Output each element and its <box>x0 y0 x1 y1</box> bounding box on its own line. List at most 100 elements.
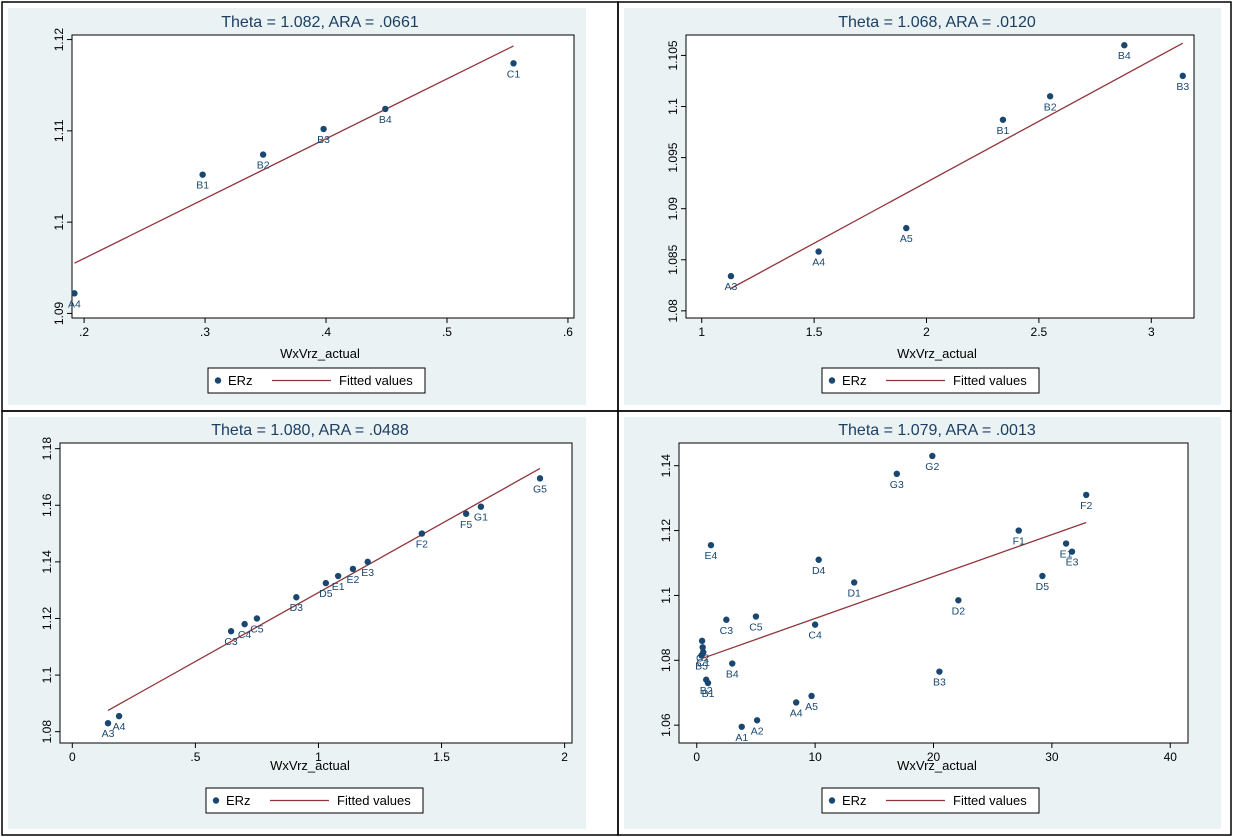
point-label: A4 <box>790 707 803 719</box>
point-label: B4 <box>726 669 739 681</box>
data-point <box>999 116 1007 123</box>
point-label: A5 <box>805 701 818 713</box>
point-label: C5 <box>250 623 264 635</box>
y-tick-label: 1.12 <box>40 606 54 630</box>
y-tick-label: 1.12 <box>52 28 66 52</box>
point-label: D1 <box>847 587 861 599</box>
point-label: F5 <box>460 519 472 531</box>
point-label: C4 <box>808 630 822 642</box>
data-point <box>936 668 943 675</box>
data-point <box>241 620 248 628</box>
point-label: A3 <box>102 728 115 740</box>
chart-panel-1: Theta = 1.082, ARA = .0661 .2 .3 .4 .5 .6 1.09… <box>8 8 586 405</box>
x-tick-label: 30 <box>1045 750 1059 764</box>
y-tick-label: 1.16 <box>40 493 54 517</box>
data-point <box>1062 540 1070 547</box>
data-point <box>334 572 342 580</box>
point-label: D4 <box>812 565 826 577</box>
x-axis-label: WxVrz_actual <box>897 346 977 361</box>
x-tick-label: 1 <box>698 325 705 339</box>
data-point <box>753 717 761 724</box>
legend-label: ERz <box>228 373 253 388</box>
y-tick-label: 1.11 <box>52 119 66 142</box>
y-tick-label: 1.1 <box>52 213 66 230</box>
y-tick-label: 1.14 <box>40 550 54 574</box>
y-tick-label: 1.085 <box>666 244 680 274</box>
point-label: F2 <box>1080 500 1092 512</box>
chart-title: Theta = 1.068, ARA = .0120 <box>838 14 1036 31</box>
plot-area <box>71 34 575 319</box>
point-label: B3 <box>317 134 330 146</box>
y-tick-label: 1.1 <box>659 587 673 604</box>
point-label: B4 <box>379 114 392 126</box>
point-label: E3 <box>361 567 374 579</box>
y-tick-label: 1.095 <box>666 142 680 172</box>
data-point <box>104 719 112 727</box>
x-tick-label: 0 <box>693 750 700 764</box>
point-label: B5 <box>695 660 708 672</box>
y-tick-label: 1.18 <box>40 437 54 461</box>
data-point <box>382 105 389 113</box>
data-point <box>1015 527 1022 534</box>
data-point <box>199 171 206 178</box>
data-point <box>1039 572 1046 580</box>
point-label: B3 <box>933 677 946 689</box>
plot-area <box>59 442 573 744</box>
x-tick-label: 0 <box>69 750 76 764</box>
y-tick-label: 1.09 <box>666 197 680 221</box>
point-label: C1 <box>507 68 521 80</box>
data-point <box>293 594 300 601</box>
y-tick-label: 1.08 <box>40 720 54 744</box>
x-tick-label: .2 <box>79 325 89 339</box>
data-point <box>115 712 123 720</box>
x-tick-label: .6 <box>563 325 573 339</box>
legend-label: ERz <box>842 793 867 808</box>
fitted-line <box>74 45 514 264</box>
point-label: B1 <box>196 180 209 192</box>
data-point <box>1179 72 1186 80</box>
legend-marker <box>828 797 836 804</box>
legend: ERz Fitted values <box>205 787 424 814</box>
x-tick-label: .4 <box>321 325 331 339</box>
x-tick-label: .5 <box>190 750 200 764</box>
x-tick-label: 1.5 <box>433 750 450 764</box>
chart-title: Theta = 1.079, ARA = .0013 <box>838 422 1036 439</box>
point-label: E4 <box>705 550 718 562</box>
data-point <box>707 541 715 549</box>
legend-label: Fitted values <box>339 373 413 388</box>
legend: ERz Fitted values <box>821 787 1040 814</box>
data-point <box>955 597 962 604</box>
point-label: A5 <box>900 233 913 245</box>
data-point <box>723 616 730 623</box>
x-tick-label: 40 <box>1164 750 1178 764</box>
fitted-line <box>107 467 541 712</box>
point-label: G5 <box>533 483 547 495</box>
chart-title: Theta = 1.082, ARA = .0661 <box>221 14 419 31</box>
point-label: A4 <box>68 298 81 310</box>
point-label: B1 <box>997 125 1010 137</box>
point-label: F1 <box>1013 536 1025 548</box>
data-point <box>227 628 235 635</box>
point-label: C3 <box>720 625 734 637</box>
y-tick-label: 1.105 <box>666 40 680 70</box>
point-label: A4 <box>113 721 126 733</box>
data-point <box>811 621 819 628</box>
legend-label: Fitted values <box>337 793 411 808</box>
x-tick-label: .5 <box>442 325 452 339</box>
data-point <box>727 272 735 280</box>
data-point <box>322 579 330 587</box>
data-point <box>510 60 517 67</box>
data-point <box>729 660 736 667</box>
data-point <box>698 637 706 645</box>
point-label: C3 <box>224 636 238 648</box>
x-tick-label: 1 <box>315 750 322 764</box>
data-point <box>320 125 327 133</box>
data-point <box>815 248 822 255</box>
data-point <box>792 699 800 706</box>
point-label: E1 <box>332 581 345 593</box>
point-label: C1 <box>697 657 711 669</box>
legend-label: Fitted values <box>953 793 1027 808</box>
point-label: B2 <box>700 685 713 697</box>
x-tick-label: 1.5 <box>806 325 823 339</box>
point-label: G2 <box>925 461 939 473</box>
